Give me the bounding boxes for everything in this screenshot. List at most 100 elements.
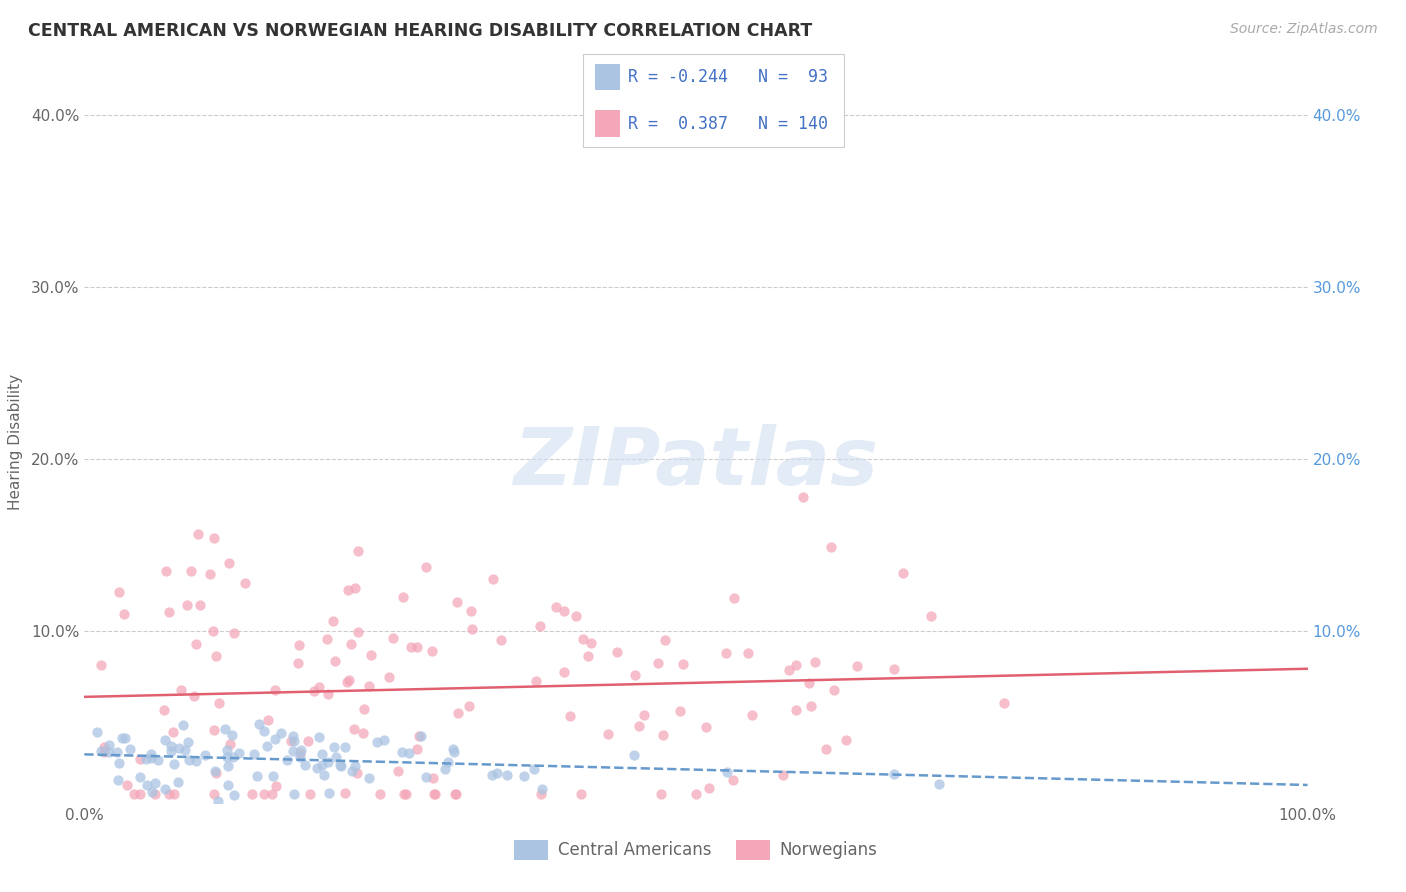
Point bbox=[264, 732, 287, 747]
Point bbox=[146, 753, 169, 767]
Point bbox=[723, 591, 745, 605]
Point bbox=[108, 585, 131, 599]
Point bbox=[257, 714, 280, 728]
Point bbox=[157, 605, 180, 619]
Point bbox=[651, 728, 673, 742]
Point bbox=[406, 742, 429, 756]
Point bbox=[297, 734, 319, 748]
Point bbox=[398, 746, 420, 760]
Point bbox=[105, 746, 128, 760]
Point bbox=[302, 684, 325, 698]
Point bbox=[716, 646, 738, 660]
Point bbox=[307, 761, 329, 775]
Point bbox=[98, 738, 121, 752]
Point bbox=[792, 490, 814, 504]
Point bbox=[194, 748, 217, 763]
Point bbox=[387, 764, 409, 778]
Point bbox=[153, 732, 176, 747]
Point bbox=[489, 633, 512, 648]
Point bbox=[205, 648, 228, 663]
Point bbox=[395, 787, 418, 801]
Point bbox=[188, 599, 211, 613]
Point bbox=[336, 674, 359, 689]
Point bbox=[654, 632, 676, 647]
Text: R =  0.387   N = 140: R = 0.387 N = 140 bbox=[628, 115, 828, 133]
Point bbox=[444, 787, 467, 801]
Point bbox=[576, 649, 599, 664]
Point bbox=[176, 598, 198, 612]
Point bbox=[217, 778, 239, 792]
Point bbox=[222, 625, 245, 640]
Point bbox=[298, 787, 321, 801]
Point bbox=[222, 749, 245, 764]
Point bbox=[391, 745, 413, 759]
Point bbox=[524, 674, 547, 689]
Point bbox=[111, 731, 134, 745]
Point bbox=[785, 658, 807, 673]
Point bbox=[368, 787, 391, 801]
Point bbox=[378, 670, 401, 684]
Point bbox=[457, 699, 479, 714]
Point bbox=[357, 679, 380, 693]
Point bbox=[217, 750, 239, 764]
Point bbox=[672, 657, 695, 671]
Point bbox=[276, 753, 298, 767]
Text: CENTRAL AMERICAN VS NORWEGIAN HEARING DISABILITY CORRELATION CHART: CENTRAL AMERICAN VS NORWEGIAN HEARING DI… bbox=[28, 22, 813, 40]
Point bbox=[308, 681, 330, 695]
Point bbox=[283, 734, 305, 748]
Point bbox=[290, 742, 312, 756]
Point bbox=[112, 607, 135, 621]
Point bbox=[486, 765, 509, 780]
Point bbox=[530, 781, 553, 796]
Point bbox=[716, 765, 738, 780]
Point bbox=[333, 786, 356, 800]
Point bbox=[202, 787, 225, 801]
Point bbox=[108, 756, 131, 771]
Point bbox=[93, 745, 115, 759]
Point bbox=[217, 758, 239, 772]
Point bbox=[329, 759, 352, 773]
Point bbox=[184, 754, 207, 768]
Point bbox=[143, 787, 166, 801]
Point bbox=[202, 723, 225, 738]
Point bbox=[253, 723, 276, 738]
Point bbox=[436, 755, 458, 769]
Point bbox=[283, 787, 305, 801]
Point bbox=[495, 768, 517, 782]
Point bbox=[90, 744, 112, 758]
Point bbox=[405, 640, 427, 654]
Point bbox=[446, 595, 468, 609]
Point bbox=[180, 564, 202, 578]
Point bbox=[778, 663, 800, 677]
Point bbox=[928, 777, 950, 791]
Point bbox=[219, 737, 242, 751]
Point bbox=[218, 556, 240, 570]
Point bbox=[204, 764, 226, 779]
Point bbox=[208, 696, 231, 710]
Point bbox=[139, 750, 162, 764]
Point bbox=[443, 745, 465, 759]
Point bbox=[160, 744, 183, 758]
Point bbox=[579, 636, 602, 650]
Point bbox=[737, 646, 759, 660]
Point bbox=[141, 785, 163, 799]
Point bbox=[920, 609, 942, 624]
Point bbox=[262, 787, 284, 801]
Point bbox=[340, 764, 363, 778]
Point bbox=[163, 757, 186, 772]
Point bbox=[280, 734, 302, 748]
Point bbox=[420, 643, 443, 657]
Point bbox=[337, 583, 360, 598]
Point bbox=[214, 722, 236, 736]
Legend: Central Americans, Norwegians: Central Americans, Norwegians bbox=[508, 833, 884, 867]
Point bbox=[399, 640, 422, 654]
Point bbox=[624, 668, 647, 682]
Point bbox=[266, 779, 288, 793]
Point bbox=[228, 746, 250, 760]
Point bbox=[253, 787, 276, 801]
Point bbox=[162, 725, 184, 739]
Point bbox=[392, 590, 415, 604]
Point bbox=[433, 762, 456, 776]
Point bbox=[512, 769, 534, 783]
Point bbox=[546, 600, 568, 615]
